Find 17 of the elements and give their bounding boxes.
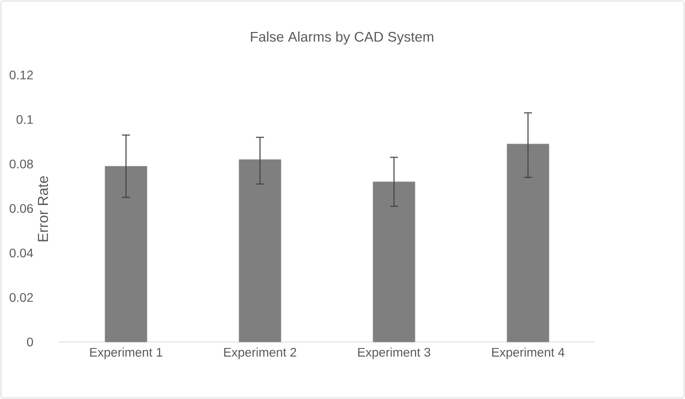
y-axis-title: Error Rate	[38, 176, 48, 242]
chart-title: False Alarms by CAD System	[250, 31, 434, 45]
bar	[238, 159, 282, 342]
y-tick-label: 0.04	[10, 248, 34, 258]
x-tick-label: Experiment 2	[224, 348, 296, 360]
y-tick-label: 0.06	[10, 204, 33, 213]
bar	[506, 144, 550, 342]
x-tick-label: Experiment 1	[90, 348, 162, 360]
y-tick-label: 0.12	[10, 70, 33, 80]
y-tick-label: 0.1	[16, 115, 33, 124]
y-tick-label: 0.02	[10, 293, 33, 302]
bar	[104, 166, 148, 342]
x-tick-label: Experiment 4	[492, 348, 564, 360]
bar	[372, 182, 416, 342]
y-tick-label: 0.08	[10, 160, 33, 168]
y-tick-label: 0	[27, 338, 33, 346]
x-tick-label: Experiment 3	[358, 348, 430, 360]
